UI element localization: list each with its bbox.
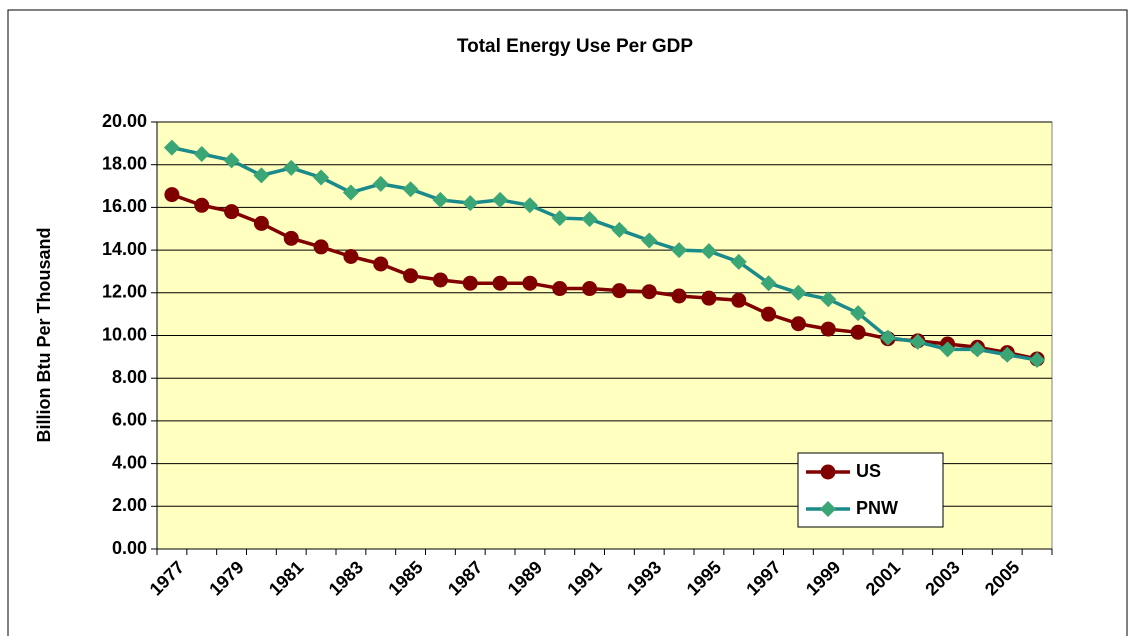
point: [879, 329, 896, 346]
point: [850, 324, 866, 340]
point: [700, 243, 717, 260]
point: [790, 284, 807, 301]
y-tick-label: 10.00: [102, 324, 147, 344]
point: [432, 191, 449, 208]
point: [730, 253, 747, 270]
point: [521, 197, 538, 214]
legend-label: PNW: [856, 498, 898, 518]
point: [641, 284, 657, 300]
point: [313, 169, 330, 186]
point: [671, 288, 687, 304]
point: [909, 333, 926, 350]
point: [522, 275, 538, 291]
point: [761, 306, 777, 322]
point: [820, 501, 836, 517]
point: [223, 152, 240, 169]
y-tick-label: 16.00: [102, 196, 147, 216]
point: [850, 305, 867, 322]
point: [641, 232, 658, 249]
point: [193, 146, 210, 163]
point: [581, 211, 598, 228]
point: [253, 215, 269, 231]
point: [582, 281, 598, 297]
point: [611, 283, 627, 299]
point: [611, 221, 628, 238]
point: [462, 195, 479, 212]
point: [163, 139, 180, 156]
point: [343, 249, 359, 265]
point: [820, 321, 836, 337]
point: [551, 210, 568, 227]
y-tick-label: 4.00: [112, 452, 147, 472]
chart-title: Total Energy Use Per GDP: [457, 36, 693, 57]
point: [731, 292, 747, 308]
point: [402, 181, 419, 198]
point: [283, 159, 300, 176]
point: [283, 230, 299, 246]
point: [492, 275, 508, 291]
point: [790, 316, 806, 332]
point: [462, 275, 478, 291]
point: [492, 191, 509, 208]
point: [403, 268, 419, 284]
point: [432, 272, 448, 288]
point: [373, 256, 389, 272]
y-tick-label: 2.00: [112, 495, 147, 515]
point: [253, 167, 270, 184]
y-tick-label: 14.00: [102, 239, 147, 259]
point: [701, 290, 717, 306]
y-tick-label: 18.00: [102, 153, 147, 173]
legend-box: [797, 452, 944, 528]
legend-label: US: [856, 461, 881, 481]
point: [164, 187, 180, 203]
point: [969, 341, 986, 358]
y-axis-label: Billion Btu Per Thousand: [34, 228, 54, 443]
y-tick-label: 0.00: [112, 538, 147, 558]
y-tick-label: 12.00: [102, 282, 147, 302]
point: [1029, 352, 1046, 369]
point: [939, 341, 956, 358]
point: [342, 184, 359, 201]
point: [313, 239, 329, 255]
point: [820, 464, 836, 480]
point: [552, 281, 568, 297]
point: [820, 291, 837, 308]
point: [760, 275, 777, 292]
y-tick-label: 8.00: [112, 367, 147, 387]
point: [372, 175, 389, 192]
y-tick-label: 6.00: [112, 410, 147, 430]
point: [999, 346, 1016, 363]
y-tick-label: 20.00: [102, 111, 147, 131]
point: [671, 242, 688, 259]
point: [194, 197, 210, 213]
point: [224, 204, 240, 220]
